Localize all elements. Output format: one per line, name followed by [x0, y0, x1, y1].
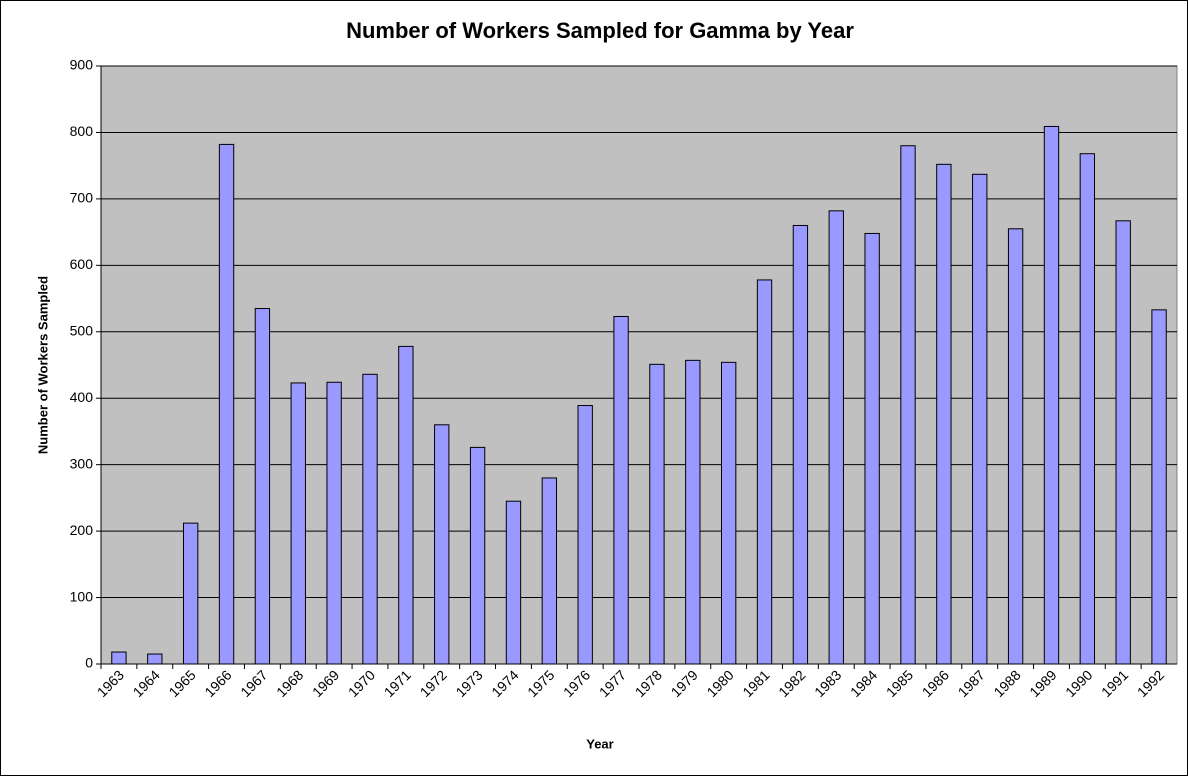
- bar: [1043, 125, 1060, 665]
- bar: [434, 424, 450, 665]
- bar: [254, 308, 271, 665]
- bar: [1151, 309, 1167, 665]
- bar: [828, 210, 844, 665]
- bar: [541, 477, 558, 665]
- bar: [936, 163, 952, 665]
- y-tick-label: 500: [70, 322, 94, 338]
- bar: [111, 651, 127, 665]
- bar: [577, 405, 593, 665]
- bar: [1079, 153, 1096, 665]
- y-tick-label: 700: [70, 190, 94, 206]
- bar: [147, 653, 163, 665]
- bar: [972, 173, 988, 665]
- bar: [326, 381, 342, 665]
- y-tick-label: 200: [70, 522, 94, 538]
- bar: [900, 145, 916, 665]
- bar: [362, 373, 378, 665]
- bar: [720, 361, 737, 665]
- bar: [864, 232, 880, 665]
- y-tick-label: 100: [70, 588, 94, 604]
- bar: [649, 363, 665, 665]
- bar: [756, 279, 773, 665]
- y-tick-label: 900: [70, 57, 94, 73]
- y-tick-label: 600: [70, 256, 94, 272]
- bar: [685, 359, 701, 665]
- y-tick-label: 400: [70, 389, 94, 405]
- bar: [469, 446, 486, 665]
- bar: [792, 224, 809, 665]
- bar: [1115, 220, 1131, 665]
- y-tick-label: 800: [70, 123, 94, 139]
- x-axis-title: Year: [586, 736, 613, 751]
- bar: [505, 500, 522, 665]
- plot-area: [100, 65, 1178, 665]
- bar: [398, 345, 414, 665]
- bar: [613, 315, 629, 665]
- y-axis-title: Number of Workers Sampled: [35, 276, 50, 454]
- bar: [290, 382, 306, 665]
- bar: [1007, 228, 1024, 665]
- chart-title: Number of Workers Sampled for Gamma by Y…: [346, 18, 854, 43]
- bar: [218, 143, 235, 665]
- bar: [182, 522, 199, 665]
- y-tick-label: 300: [70, 455, 94, 471]
- y-tick-label: 0: [85, 655, 93, 671]
